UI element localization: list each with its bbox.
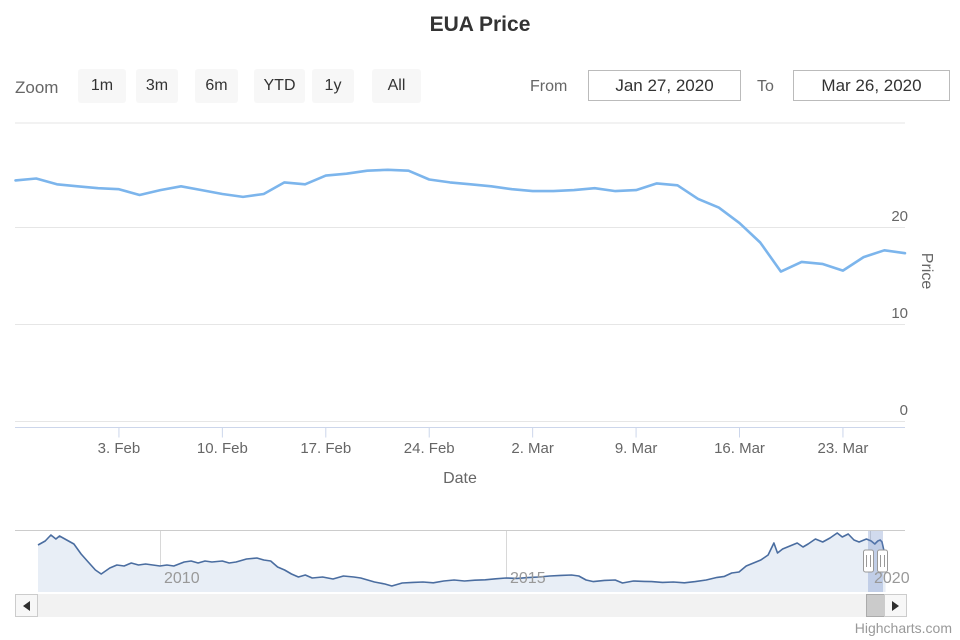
from-label: From <box>530 78 568 95</box>
navigator-year-2010: 2010 <box>164 570 200 587</box>
navigator-year-2015: 2015 <box>510 570 546 587</box>
x-axis-tick: 2. Mar <box>511 440 554 457</box>
y-axis-title: Price <box>918 252 935 290</box>
price-line-series <box>14 168 907 273</box>
x-axis-tick: 17. Feb <box>300 440 352 457</box>
range-button-3m[interactable]: 3m <box>136 69 178 103</box>
range-button-all[interactable]: All <box>372 69 421 103</box>
to-label: To <box>757 78 774 95</box>
navigator-selected-range[interactable] <box>868 531 883 592</box>
zoom-label: Zoom <box>15 78 59 97</box>
x-axis-tick: 3. Feb <box>97 440 141 457</box>
from-date-input[interactable] <box>588 70 741 101</box>
x-axis-tick: 9. Mar <box>614 440 658 457</box>
page-title: EUA Price <box>429 13 531 36</box>
x-axis-tick: 10. Feb <box>196 440 248 457</box>
grid-lines <box>15 122 905 422</box>
y-axis-tick-0: 0 <box>899 402 908 419</box>
navigator <box>15 530 905 592</box>
scrollbar-right-button[interactable] <box>884 594 907 617</box>
x-axis <box>15 427 905 438</box>
right-arrow-icon <box>892 600 899 611</box>
y-axis-tick-10: 10 <box>891 305 908 322</box>
navigator-area-fill <box>38 533 886 592</box>
range-button-1m[interactable]: 1m <box>78 69 126 103</box>
x-axis-tick: 23. Mar <box>817 440 869 457</box>
navigator-handle-right[interactable] <box>877 549 888 573</box>
range-button-6m[interactable]: 6m <box>195 69 238 103</box>
to-date-input[interactable] <box>793 70 950 101</box>
navigator-year-2020: 2020 <box>874 570 910 587</box>
range-button-ytd[interactable]: YTD <box>254 69 305 103</box>
navigator-handle-left[interactable] <box>863 549 874 573</box>
highcharts-credit[interactable]: Highcharts.com <box>854 620 952 636</box>
scrollbar-track[interactable] <box>15 594 907 617</box>
scrollbar-left-button[interactable] <box>15 594 38 617</box>
y-axis-tick-20: 20 <box>891 208 908 225</box>
x-axis-title: Date <box>443 470 477 487</box>
navigator-line-series <box>37 532 887 587</box>
left-arrow-icon <box>23 600 30 611</box>
x-axis-tick: 16. Mar <box>714 440 765 457</box>
range-button-1y[interactable]: 1y <box>312 69 354 103</box>
x-axis-tick: 24. Feb <box>403 440 455 457</box>
